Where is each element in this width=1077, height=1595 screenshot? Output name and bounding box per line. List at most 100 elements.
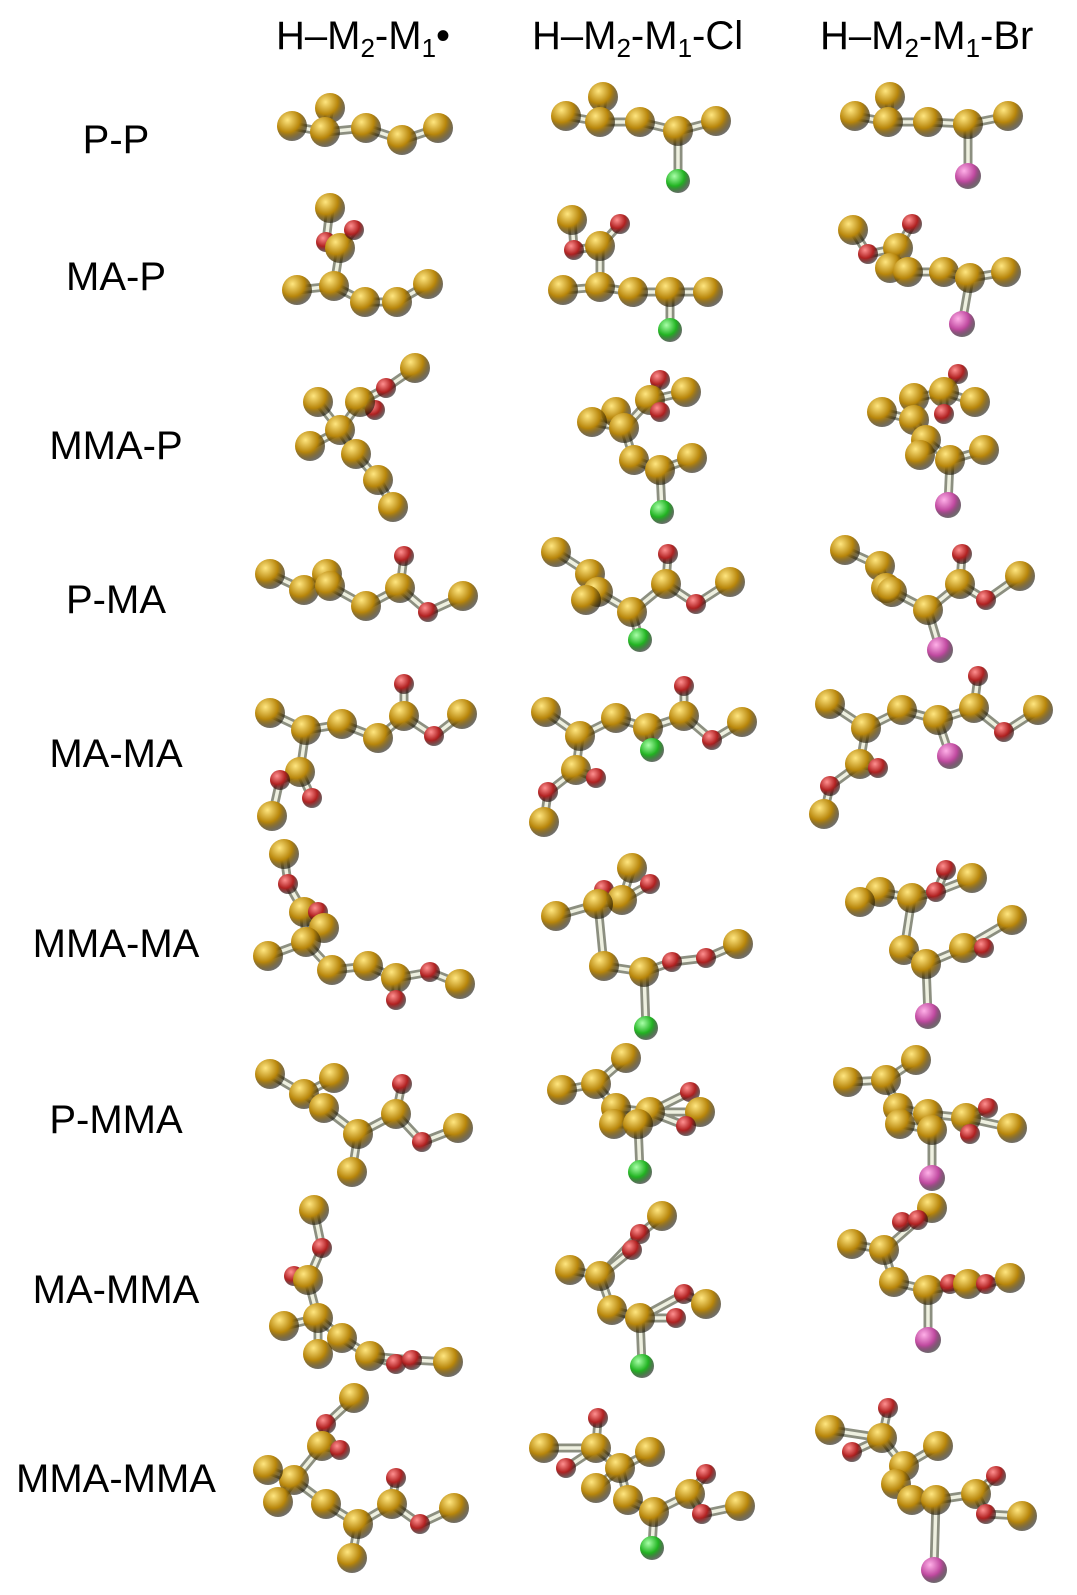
- oxygen-atom: [902, 214, 922, 234]
- carbon-atom: [531, 697, 561, 727]
- carbon-atom: [413, 269, 443, 299]
- carbon-atom: [675, 1479, 705, 1509]
- carbon-atom: [845, 887, 875, 917]
- oxygen-atom: [650, 370, 670, 390]
- carbon-atom: [921, 1485, 951, 1515]
- carbon-atom: [893, 257, 923, 287]
- oxygen-atom: [820, 776, 840, 796]
- oxygen-atom: [270, 770, 290, 790]
- carbon-atom: [337, 1543, 367, 1573]
- oxygen-atom: [960, 1124, 980, 1144]
- carbon-atom: [303, 1339, 333, 1369]
- oxygen-atom: [674, 1284, 694, 1304]
- carbon-atom: [363, 723, 393, 753]
- carbon-atom: [389, 701, 419, 731]
- chlorine-atom: [628, 1160, 652, 1184]
- molecule-mma-ma-radical: [253, 839, 475, 1010]
- carbon-atom: [327, 709, 357, 739]
- carbon-atom: [969, 435, 999, 465]
- molecule-p-p-bromide: [840, 82, 1023, 189]
- carbon-atom: [953, 109, 983, 139]
- carbon-atom: [585, 107, 615, 137]
- carbon-atom: [433, 1347, 463, 1377]
- carbon-atom: [529, 1433, 559, 1463]
- oxygen-atom: [586, 768, 606, 788]
- carbon-atom: [257, 801, 287, 831]
- oxygen-atom: [640, 874, 660, 894]
- carbon-atom: [381, 963, 411, 993]
- carbon-atom: [725, 1491, 755, 1521]
- bromine-atom: [927, 637, 953, 663]
- carbon-atom: [315, 571, 345, 601]
- molecule-mma-mma-bromide: [815, 1398, 1037, 1583]
- carbon-atom: [585, 272, 615, 302]
- carbon-atom: [289, 575, 319, 605]
- oxygen-atom: [680, 1082, 700, 1102]
- carbon-atom: [611, 1043, 641, 1073]
- oxygen-atom: [410, 1514, 430, 1534]
- molecule-p-mma-radical: [255, 1059, 473, 1187]
- bromine-atom: [955, 163, 981, 189]
- oxygen-atom: [622, 1240, 642, 1260]
- carbon-atom: [959, 693, 989, 723]
- carbon-atom: [343, 1119, 373, 1149]
- carbon-atom: [897, 883, 927, 913]
- carbon-atom: [285, 757, 315, 787]
- molecule-mma-p-bromide: [867, 364, 999, 518]
- molecule-mma-p-radical: [295, 353, 430, 522]
- oxygen-atom: [934, 404, 954, 424]
- carbon-atom: [447, 699, 477, 729]
- carbon-atom: [885, 1109, 915, 1139]
- carbon-atom: [385, 573, 415, 603]
- carbon-atom: [815, 1415, 845, 1445]
- carbon-atom: [945, 569, 975, 599]
- carbon-atom: [363, 465, 393, 495]
- carbon-atom: [663, 116, 693, 146]
- carbon-atom: [345, 387, 375, 417]
- oxygen-atom: [994, 722, 1014, 742]
- molecule-ma-mma-radical: [269, 1195, 463, 1377]
- oxygen-atom: [952, 544, 972, 564]
- carbon-atom: [923, 1431, 953, 1461]
- carbon-atom: [869, 1235, 899, 1265]
- row-label-mma-p: MMA-P: [49, 424, 183, 468]
- carbon-atom: [307, 1431, 337, 1461]
- carbon-atom: [355, 1341, 385, 1371]
- carbon-atom: [529, 807, 559, 837]
- molecule-ma-p-bromide: [838, 214, 1021, 337]
- carbon-atom: [282, 275, 312, 305]
- carbon-atom: [877, 577, 907, 607]
- chlorine-atom: [634, 1016, 658, 1040]
- carbon-atom: [599, 1109, 629, 1139]
- molecule-p-ma-radical: [255, 546, 478, 622]
- carbon-atom: [581, 1069, 611, 1099]
- carbon-atom: [377, 1489, 407, 1519]
- carbon-atom: [873, 107, 903, 137]
- carbon-atom: [929, 377, 959, 407]
- oxygen-atom: [386, 990, 406, 1010]
- carbon-atom: [317, 955, 347, 985]
- bromine-atom: [949, 311, 975, 337]
- oxygen-atom: [662, 952, 682, 972]
- oxygen-atom: [676, 1116, 696, 1136]
- bromine-atom: [921, 1557, 947, 1583]
- carbon-atom: [327, 1323, 357, 1353]
- carbon-atom: [889, 935, 919, 965]
- carbon-atom: [669, 701, 699, 731]
- carbon-atom: [315, 93, 345, 123]
- oxygen-atom: [302, 788, 322, 808]
- oxygen-atom: [976, 1504, 996, 1524]
- carbon-atom: [310, 117, 340, 147]
- molecule-ma-ma-radical: [255, 674, 477, 831]
- carbon-atom: [651, 569, 681, 599]
- carbon-atom: [315, 193, 345, 223]
- carbon-atom: [935, 445, 965, 475]
- oxygen-atom: [696, 1464, 716, 1484]
- oxygen-atom: [976, 590, 996, 610]
- oxygen-atom: [936, 860, 956, 880]
- molecule-p-mma-chloride: [547, 1043, 715, 1184]
- carbon-atom: [905, 440, 935, 470]
- chlorine-atom: [650, 500, 674, 524]
- carbon-atom: [350, 287, 380, 317]
